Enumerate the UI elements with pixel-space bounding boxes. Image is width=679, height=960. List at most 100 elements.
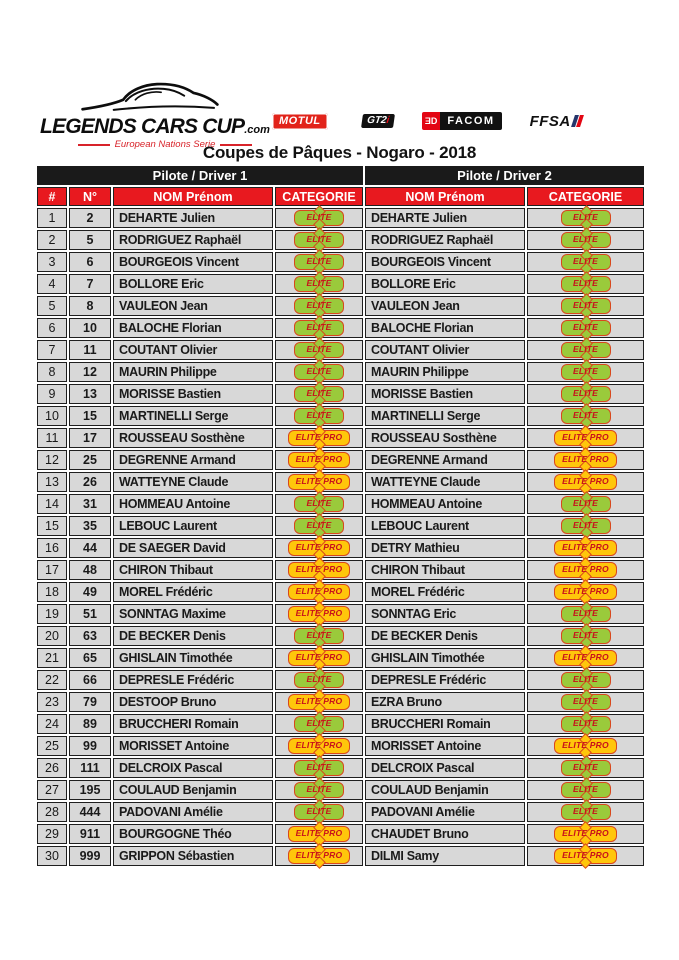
group-header-driver1: Pilote / Driver 1 [37,166,363,185]
row-number-cell: 7 [37,340,67,360]
row-number-cell: 30 [37,846,67,866]
driver2-category-cell: ELITE [527,626,644,646]
car-number-cell: 6 [69,252,111,272]
driver2-category-cell: ELITE [527,230,644,250]
sponsor-gt2i-logo: GT2i [360,114,395,128]
category-badge: ELITE [560,496,611,512]
driver1-category-cell: ELITE [275,362,363,382]
category-badge: ELITE [560,518,611,534]
car-number-cell: 31 [69,494,111,514]
car-sketch-icon [81,82,219,111]
driver2-name-cell: BALOCHE Florian [365,318,525,338]
driver1-category-cell: ELITE PRO [275,692,363,712]
sponsor-motul-logo: MOTUL [272,112,328,130]
logo-tagline: European Nations Serie [114,139,216,150]
driver2-name-cell: CHAUDET Bruno [365,824,525,844]
driver1-category-cell: ELITE [275,384,363,404]
driver1-category-cell: ELITE [275,318,363,338]
row-number-cell: 20 [37,626,67,646]
table-row: 11 17 ROUSSEAU Sosthène ELITE PRO ROUSSEAU S… [37,428,644,448]
row-number-cell: 22 [37,670,67,690]
category-badge: ELITE PRO [287,474,351,490]
category-badge: ELITE [294,232,344,248]
car-number-cell: 10 [69,318,111,338]
driver1-name-cell: DE BECKER Denis [113,626,273,646]
driver2-category-cell: ELITE [527,274,644,294]
category-badge: ELITE [294,716,344,732]
driver2-category-cell: ELITE [527,362,644,382]
driver1-name-cell: MORISSE Bastien [113,384,273,404]
driver2-category-cell: ELITE PRO [527,824,644,844]
tagline-right-line [220,143,252,146]
car-number-cell: 12 [69,362,111,382]
table-row: 6 10 BALOCHE Florian ELITE BALOCHE Florian EL… [37,318,644,338]
category-badge: ELITE PRO [554,826,617,842]
driver2-name-cell: WATTEYNE Claude [365,472,525,492]
table-row: 25 99 MORISSET Antoine ELITE PRO MORISSET An… [37,736,644,756]
driver1-name-cell: GHISLAIN Timothée [113,648,273,668]
row-number-cell: 21 [37,648,67,668]
category-badge: ELITE PRO [287,694,351,710]
row-number-cell: 6 [37,318,67,338]
table-row: 17 48 CHIRON Thibaut ELITE PRO CHIRON Thibau… [37,560,644,580]
category-badge: ELITE [294,408,344,424]
entry-list-table: Pilote / Driver 1 Pilote / Driver 2 # N°… [35,164,646,868]
table-row: 13 26 WATTEYNE Claude ELITE PRO WATTEYNE Cla… [37,472,644,492]
row-number-cell: 19 [37,604,67,624]
gt2i-text: GT2 [365,115,387,126]
car-number-cell: 2 [69,208,111,228]
table-row: 8 12 MAURIN Philippe ELITE MAURIN Philippe EL… [37,362,644,382]
driver1-name-cell: RODRIGUEZ Raphaël [113,230,273,250]
category-badge: ELITE PRO [554,650,617,666]
column-header-row: # N° NOM Prénom CATEGORIE NOM Prénom CAT… [37,187,644,206]
table-row: 23 79 DESTOOP Bruno ELITE PRO EZRA Bruno ELIT… [37,692,644,712]
sponsor-facom-logo: ƎD FACOM [421,112,502,130]
driver1-name-cell: MARTINELLI Serge [113,406,273,426]
driver2-category-cell: ELITE PRO [527,648,644,668]
category-badge: ELITE [560,210,611,226]
driver1-category-cell: ELITE [275,626,363,646]
car-number-cell: 5 [69,230,111,250]
driver2-name-cell: BRUCCHERI Romain [365,714,525,734]
driver1-category-cell: ELITE PRO [275,604,363,624]
driver2-name-cell: DILMI Samy [365,846,525,866]
car-number-cell: 51 [69,604,111,624]
category-badge: ELITE [560,298,611,314]
driver2-name-cell: DEPRESLE Frédéric [365,670,525,690]
row-number-cell: 1 [37,208,67,228]
car-number-cell: 911 [69,824,111,844]
car-number-cell: 49 [69,582,111,602]
category-badge: ELITE [560,782,611,798]
sponsor-logos: MOTUL GT2i ƎD FACOM FFSA [272,110,584,132]
driver1-category-cell: ELITE PRO [275,736,363,756]
category-badge: ELITE [294,496,344,512]
car-number-cell: 15 [69,406,111,426]
driver2-name-cell: CHIRON Thibaut [365,560,525,580]
entry-rows: 1 2 DEHARTE Julien ELITE DEHARTE Julien ELITE… [37,208,644,866]
driver1-name-cell: DEPRESLE Frédéric [113,670,273,690]
driver1-name-cell: DELCROIX Pascal [113,758,273,778]
row-number-cell: 28 [37,802,67,822]
driver1-category-cell: ELITE [275,516,363,536]
driver1-category-cell: ELITE [275,274,363,294]
category-badge: ELITE PRO [554,562,617,578]
row-number-cell: 13 [37,472,67,492]
car-number-cell: 48 [69,560,111,580]
ffsa-text: FFSA [529,112,571,130]
category-badge: ELITE [560,804,611,820]
driver1-category-cell: ELITE PRO [275,846,363,866]
category-badge: ELITE [294,518,344,534]
table-row: 1 2 DEHARTE Julien ELITE DEHARTE Julien ELITE [37,208,644,228]
table-row: 5 8 VAULEON Jean ELITE VAULEON Jean ELITE [37,296,644,316]
driver2-category-cell: ELITE [527,758,644,778]
driver2-name-cell: COUTANT Olivier [365,340,525,360]
category-badge: ELITE [294,210,344,226]
logo-tagline-row: European Nations Serie [40,139,262,150]
driver2-name-cell: MARTINELLI Serge [365,406,525,426]
driver2-category-cell: ELITE [527,516,644,536]
category-badge: ELITE [560,386,611,402]
category-badge: ELITE [294,254,344,270]
car-number-cell: 999 [69,846,111,866]
row-number-cell: 5 [37,296,67,316]
